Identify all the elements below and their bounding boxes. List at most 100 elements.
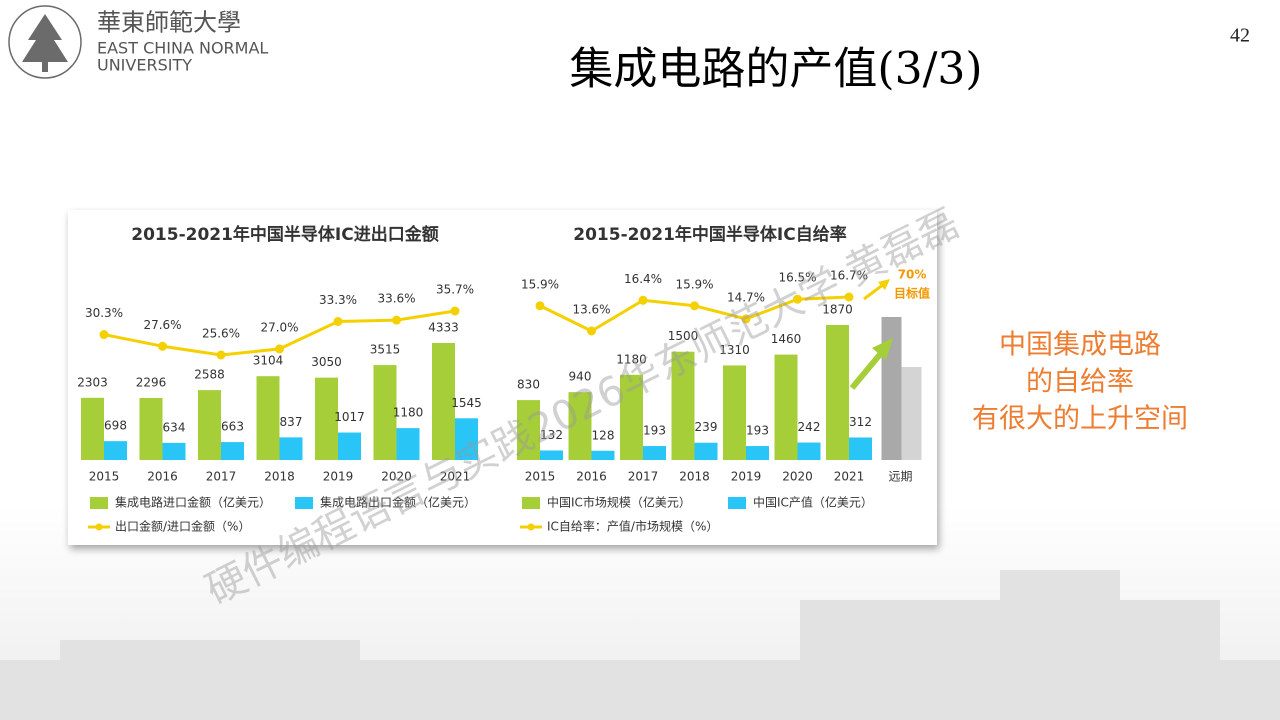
bar — [198, 390, 221, 460]
x-tick-label: 2019 — [323, 470, 354, 484]
data-label: 3050 — [311, 355, 342, 369]
x-tick-label: 2015 — [89, 470, 120, 484]
data-label: 4333 — [428, 321, 459, 335]
charts: 2015-2021年中国半导体IC进出口金额 2015 2016 2017 2018 20… — [77, 224, 930, 534]
bar — [256, 376, 280, 460]
data-label: 1870 — [822, 303, 853, 317]
data-label: 3515 — [370, 343, 401, 357]
arrow-head — [872, 338, 893, 360]
line-point — [535, 301, 545, 311]
line-point — [275, 344, 284, 354]
note-line: 有很大的上升空间 — [972, 404, 1188, 435]
data-label: 27.6% — [143, 318, 181, 332]
data-label: 1310 — [719, 343, 750, 357]
line-point — [638, 295, 648, 305]
line-point — [741, 314, 751, 324]
legend-swatch — [527, 523, 535, 531]
data-label: 1017 — [334, 410, 365, 424]
x-tick-label: 2018 — [679, 470, 710, 484]
data-label: 193 — [746, 424, 769, 438]
data-label: 25.6% — [202, 327, 240, 341]
line-point — [333, 316, 343, 326]
bar — [81, 397, 104, 460]
annotation: 目标值 — [894, 286, 930, 301]
chart-title: 2015-2021年中国半导体IC进出口金额 — [131, 224, 439, 245]
legend-label: 集成电路出口金额（亿美元） — [320, 495, 476, 510]
data-label: 35.7% — [436, 283, 474, 297]
data-label: 3104 — [253, 354, 284, 368]
bar — [746, 446, 769, 460]
line-point — [392, 315, 401, 325]
bar — [797, 442, 821, 460]
x-tick-label: 2017 — [206, 470, 237, 484]
data-label: 2588 — [194, 368, 225, 382]
data-label: 15.9% — [675, 277, 713, 291]
legend-swatch — [522, 497, 540, 509]
legend-label: 出口金额/进口金额（%） — [115, 519, 250, 534]
bar — [671, 351, 695, 460]
data-label: 830 — [517, 378, 540, 392]
data-label: 1545 — [451, 396, 482, 410]
legend-label: 中国IC产值（亿美元） — [753, 495, 873, 510]
data-label: 940 — [569, 370, 592, 384]
logo-cn: 華東師範大學 — [97, 9, 241, 37]
legend-label: 中国IC市场规模（亿美元） — [547, 495, 691, 510]
line-point — [793, 294, 802, 304]
bar — [591, 450, 615, 460]
data-label: 634 — [163, 420, 186, 434]
data-label: 13.6% — [572, 303, 610, 317]
data-label: 16.7% — [830, 269, 868, 283]
bar — [279, 437, 303, 460]
x-tick-label: 2021 — [440, 470, 471, 484]
annotation: 70% — [898, 268, 927, 282]
data-label: 1180 — [393, 406, 424, 420]
logo-en: EAST CHINA NORMAL — [97, 39, 268, 58]
x-tick-label: 2016 — [576, 470, 607, 484]
logo-en: UNIVERSITY — [97, 56, 192, 75]
x-tick-label: 2015 — [525, 470, 556, 484]
data-label: 2296 — [136, 376, 167, 390]
chart-title: 2015-2021年中国半导体IC自给率 — [573, 224, 847, 245]
x-tick-label: 远期 — [888, 470, 912, 484]
skyline — [0, 570, 1280, 720]
bar — [104, 441, 127, 460]
data-label: 27.0% — [260, 320, 298, 334]
data-label: 312 — [849, 415, 872, 429]
line-point — [844, 292, 854, 302]
note-line: 中国集成电路 — [999, 330, 1161, 361]
data-label: 33.6% — [377, 292, 415, 306]
legend-swatch — [295, 497, 313, 509]
data-label: 30.3% — [85, 306, 123, 320]
outlook-bar — [901, 367, 922, 460]
data-label: 14.7% — [727, 290, 765, 304]
bar — [540, 450, 563, 460]
bar — [517, 400, 540, 460]
bar — [315, 377, 338, 460]
bar — [432, 343, 455, 460]
data-label: 239 — [695, 420, 718, 434]
bar — [338, 432, 361, 460]
bar — [396, 428, 420, 460]
arrow — [849, 350, 885, 390]
bar — [620, 374, 643, 460]
bar — [774, 354, 798, 460]
data-label: 1500 — [668, 329, 699, 343]
arrow — [863, 282, 885, 301]
legend-label: 集成电路进口金额（亿美元） — [115, 495, 271, 510]
data-label: 15.9% — [521, 277, 559, 291]
data-label: 193 — [643, 424, 666, 438]
data-label: 663 — [221, 420, 244, 434]
slide-title: 集成电路的产值(3/3) — [569, 44, 982, 95]
line-point — [690, 301, 699, 311]
legend-label: IC自给率：产值/市场规模（%） — [547, 519, 718, 534]
bar — [849, 437, 872, 460]
data-label: 33.3% — [319, 293, 357, 307]
data-label: 128 — [592, 428, 615, 442]
bar — [643, 446, 666, 460]
x-tick-label: 2019 — [731, 470, 762, 484]
data-label: 2303 — [77, 375, 108, 389]
x-tick-label: 2020 — [782, 470, 813, 484]
x-tick-label: 2018 — [264, 470, 295, 484]
logo: 華東師範大學 EAST CHINA NORMAL UNIVERSITY — [8, 5, 268, 79]
